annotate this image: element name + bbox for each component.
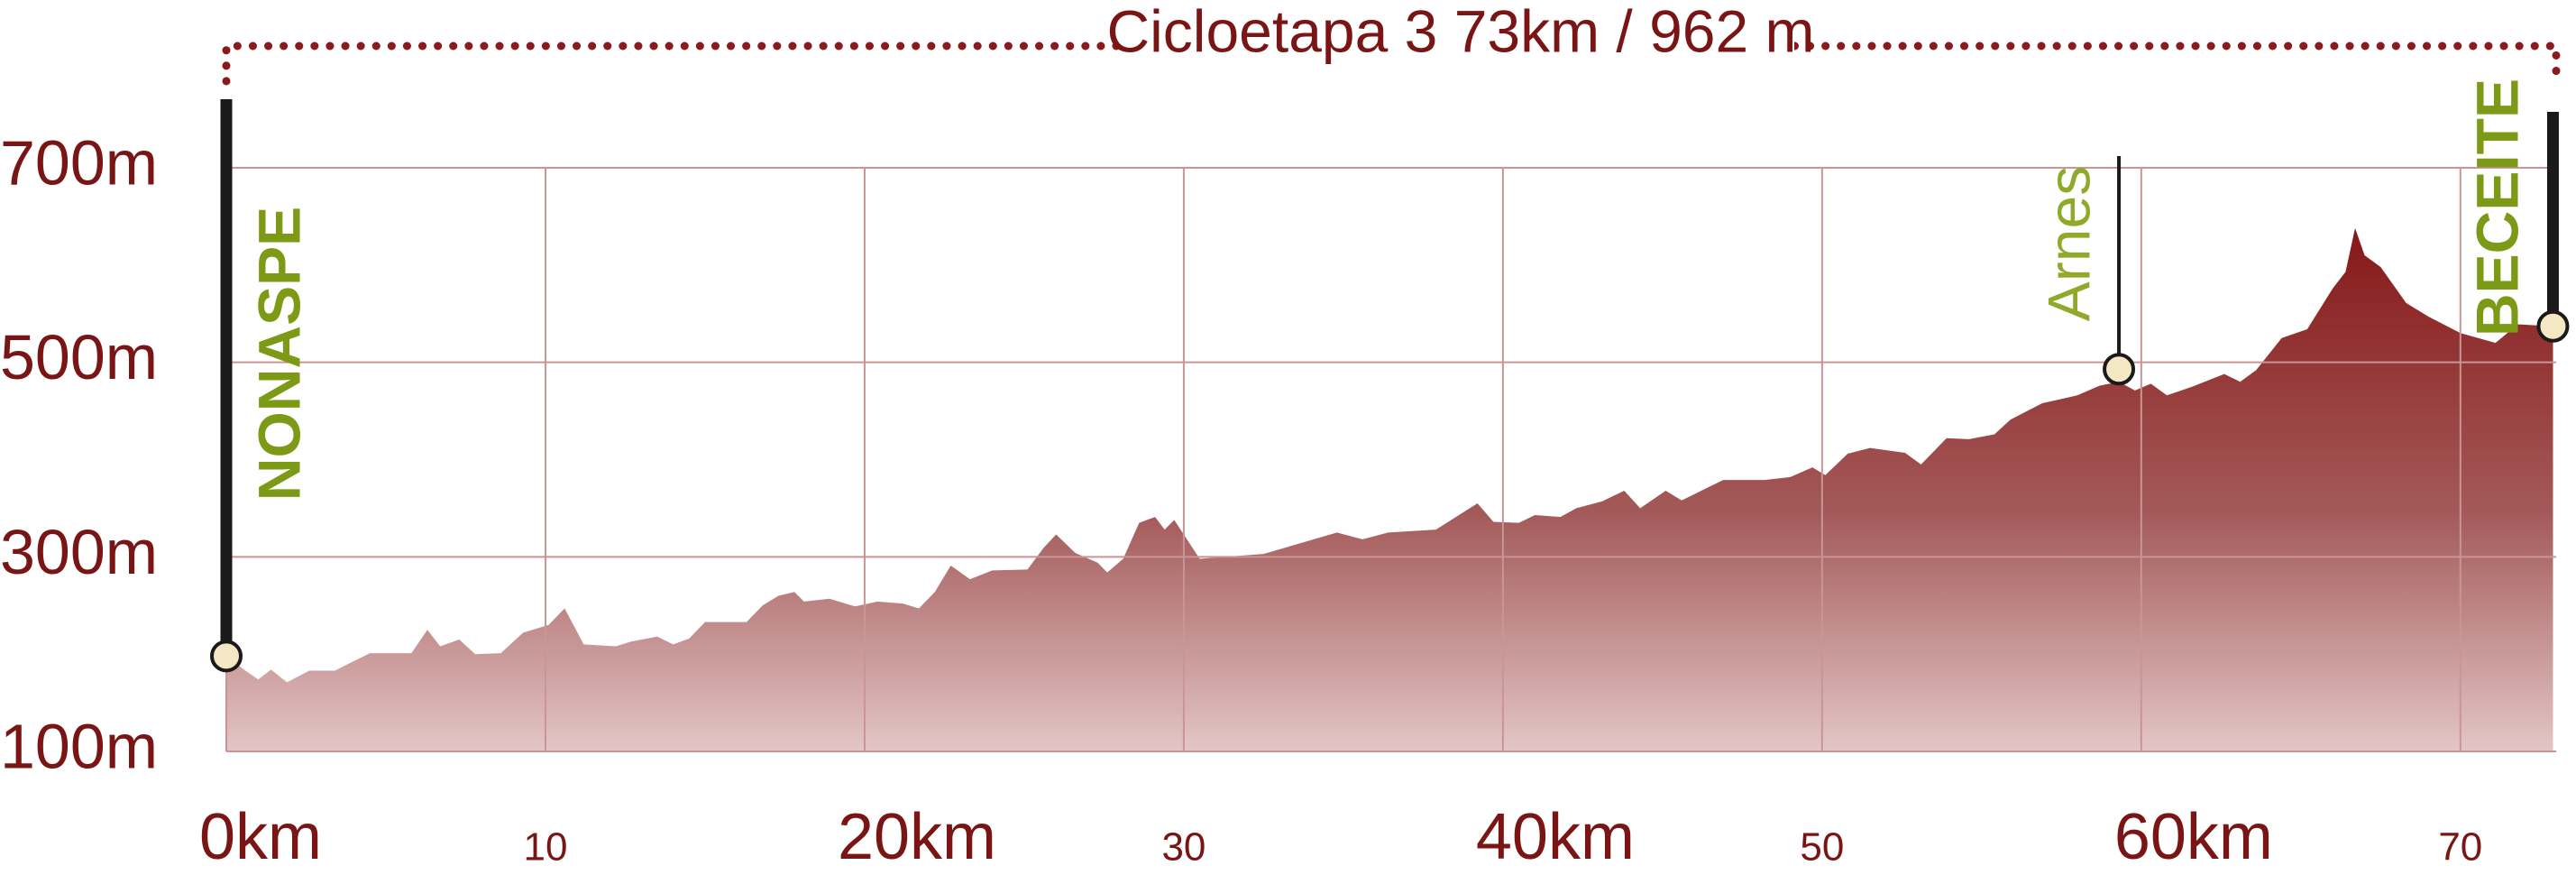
x-tick-label: 50	[1800, 825, 1844, 870]
marker-point	[2103, 353, 2136, 386]
x-tick-label: 20km	[838, 801, 996, 873]
y-tick-label: 500m	[0, 322, 158, 392]
y-tick-label: 100m	[0, 711, 158, 781]
marker-label: Arnes	[2035, 166, 2102, 321]
marker-label: NONASPE	[245, 207, 312, 501]
x-tick-label: 70	[2438, 825, 2482, 870]
elevation-area	[226, 227, 2553, 751]
x-tick-label: 40km	[1476, 801, 1635, 873]
x-tick-label: 30	[1161, 825, 1205, 870]
x-tick-label: 60km	[2114, 801, 2273, 873]
title-background	[1127, 9, 1794, 81]
marker-label: BECEITE	[2463, 78, 2530, 336]
x-tick-label: 10	[523, 825, 567, 870]
x-tick-label: 0km	[199, 801, 322, 873]
marker-point	[210, 640, 243, 673]
marker-point	[2536, 309, 2570, 343]
y-tick-label: 300m	[0, 517, 158, 587]
y-tick-label: 700m	[0, 127, 158, 198]
chart-title: Cicloetapa 3 73km / 962 m	[1106, 0, 1814, 64]
